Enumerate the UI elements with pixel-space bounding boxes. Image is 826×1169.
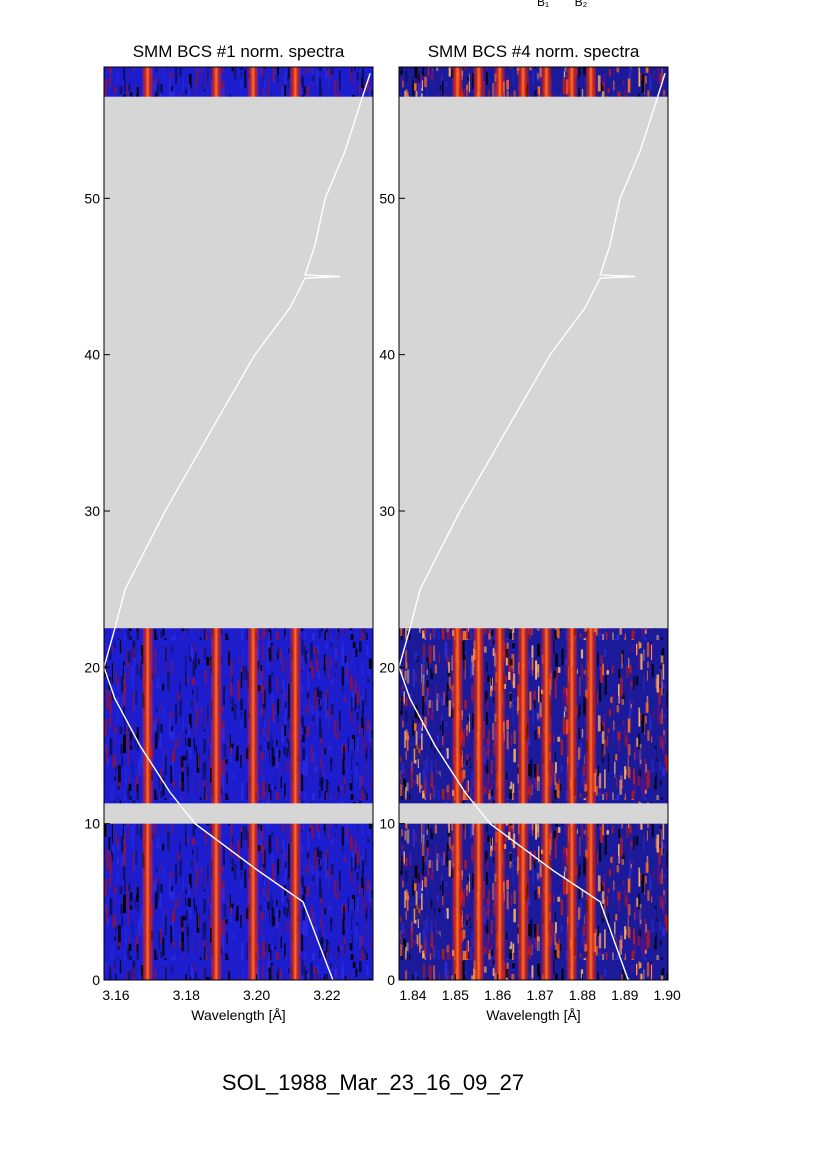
x-tick-label: 3.20 [243, 987, 270, 1003]
y-tick-label: 0 [92, 972, 100, 988]
y-tick-label: 20 [84, 659, 100, 675]
top-label: B₁ [537, 0, 549, 9]
y-tick-label: 30 [379, 503, 395, 519]
plot-frame [103, 66, 374, 981]
chart-title: SMM BCS #1 norm. spectra [133, 42, 345, 61]
data-gap [104, 96, 373, 629]
y-tick-label: 30 [84, 503, 100, 519]
spectrogram [399, 67, 668, 980]
plot-frame [398, 66, 669, 981]
x-tick-label: 1.85 [442, 987, 469, 1003]
data-gap [399, 803, 668, 824]
x-tick-label: 1.86 [484, 987, 511, 1003]
y-tick-label: 40 [379, 347, 395, 363]
light-curve [103, 73, 371, 981]
x-tick-label: 1.88 [569, 987, 596, 1003]
data-gap [104, 803, 373, 824]
y-tick-label: 0 [387, 972, 395, 988]
x-tick-label: 1.87 [526, 987, 553, 1003]
y-tick-label: 50 [84, 190, 100, 206]
x-axis-label: Wavelength [Å] [191, 1007, 285, 1023]
x-tick-label: 1.84 [399, 987, 426, 1003]
light-curve [398, 73, 666, 981]
y-tick-label: 20 [379, 659, 395, 675]
x-tick-label: 1.89 [611, 987, 638, 1003]
y-tick-label: 50 [379, 190, 395, 206]
x-axis-label: Wavelength [Å] [486, 1007, 580, 1023]
x-tick-label: 3.22 [313, 987, 340, 1003]
footer: SOL_1988_Mar_23_16_09_27 [222, 1070, 524, 1095]
y-tick-label: 10 [84, 816, 100, 832]
data-gap [399, 96, 668, 629]
spectrogram [104, 67, 373, 980]
top-label: B₂ [575, 0, 588, 9]
y-tick-label: 10 [379, 816, 395, 832]
y-tick-label: 40 [84, 347, 100, 363]
x-tick-label: 3.18 [173, 987, 200, 1003]
x-tick-label: 3.16 [102, 987, 129, 1003]
x-tick-label: 1.90 [654, 987, 681, 1003]
chart-title: SMM BCS #4 norm. spectra [428, 42, 640, 61]
